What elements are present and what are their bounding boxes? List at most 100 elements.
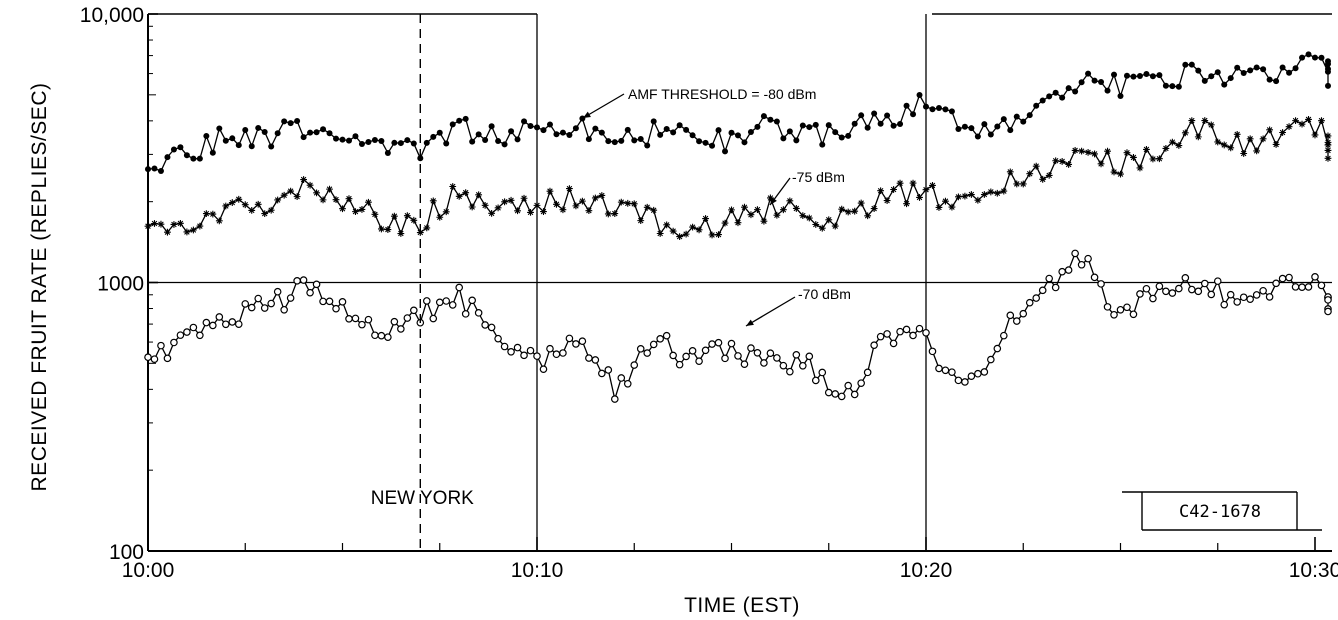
data-point bbox=[280, 305, 288, 314]
data-point bbox=[922, 186, 930, 194]
data-point bbox=[468, 296, 476, 305]
data-point bbox=[1304, 283, 1313, 291]
data-point bbox=[767, 194, 774, 202]
data-point bbox=[929, 106, 936, 113]
data-point bbox=[669, 351, 677, 360]
data-point bbox=[624, 126, 631, 133]
data-point bbox=[177, 219, 184, 227]
data-point bbox=[824, 388, 833, 397]
data-point bbox=[1318, 117, 1325, 125]
data-point bbox=[462, 189, 470, 197]
annotation-arrowhead bbox=[583, 111, 591, 118]
data-point bbox=[170, 221, 178, 228]
data-point bbox=[235, 142, 242, 149]
data-point bbox=[832, 129, 839, 136]
data-point bbox=[1136, 164, 1144, 172]
data-point bbox=[754, 123, 761, 130]
data-point bbox=[1084, 148, 1092, 156]
data-point bbox=[260, 304, 269, 312]
data-point bbox=[818, 368, 827, 377]
data-point bbox=[164, 154, 171, 161]
data-point bbox=[306, 181, 314, 189]
data-point bbox=[857, 379, 865, 387]
data-point bbox=[1077, 260, 1086, 269]
data-point bbox=[300, 134, 307, 141]
data-point bbox=[1111, 71, 1118, 78]
data-point bbox=[1091, 77, 1098, 84]
data-point bbox=[1324, 154, 1332, 162]
data-point bbox=[623, 379, 632, 388]
data-point bbox=[177, 144, 184, 151]
data-point bbox=[896, 327, 904, 336]
data-point bbox=[313, 189, 320, 197]
data-point bbox=[410, 306, 418, 315]
data-point bbox=[876, 332, 885, 341]
data-point bbox=[1182, 61, 1189, 68]
y-tick-label: 1000 bbox=[97, 273, 144, 296]
series-line bbox=[147, 251, 1329, 402]
data-point bbox=[183, 152, 190, 159]
data-point bbox=[935, 204, 943, 211]
data-point bbox=[948, 203, 956, 211]
data-point bbox=[611, 139, 618, 146]
data-point bbox=[591, 356, 600, 364]
data-point bbox=[1253, 147, 1261, 155]
data-point bbox=[222, 202, 230, 210]
data-point bbox=[884, 112, 891, 119]
data-point bbox=[228, 199, 236, 206]
series-annotation: -75 dBm bbox=[792, 169, 845, 185]
data-point bbox=[1188, 117, 1196, 125]
data-point bbox=[247, 303, 256, 312]
annotation-arrowhead bbox=[770, 197, 777, 205]
data-point bbox=[423, 139, 430, 146]
data-point bbox=[708, 340, 716, 348]
data-point bbox=[345, 137, 352, 144]
data-point bbox=[540, 208, 547, 215]
data-point bbox=[163, 354, 172, 363]
data-point bbox=[390, 212, 398, 220]
data-point bbox=[1013, 180, 1021, 188]
data-point bbox=[942, 197, 949, 205]
data-point bbox=[546, 187, 554, 195]
data-point bbox=[1098, 78, 1105, 85]
data-point bbox=[617, 198, 625, 206]
data-point bbox=[488, 123, 495, 130]
data-point bbox=[1033, 102, 1040, 109]
data-point bbox=[669, 227, 677, 235]
vertical-markers: NEW YORK bbox=[371, 14, 474, 551]
data-point bbox=[578, 337, 587, 345]
data-point bbox=[1234, 64, 1241, 71]
data-point bbox=[404, 137, 411, 144]
data-point bbox=[1020, 118, 1027, 125]
data-point bbox=[1175, 284, 1183, 293]
data-point bbox=[267, 206, 275, 214]
data-point bbox=[968, 125, 975, 132]
data-point bbox=[358, 141, 365, 148]
data-point bbox=[1000, 116, 1007, 123]
data-point bbox=[838, 134, 845, 141]
data-point bbox=[520, 194, 528, 202]
data-point bbox=[1220, 141, 1228, 149]
data-point bbox=[792, 351, 801, 359]
data-point bbox=[287, 187, 295, 195]
data-point bbox=[533, 201, 541, 209]
data-point bbox=[228, 318, 237, 326]
data-point bbox=[649, 340, 658, 349]
data-point bbox=[553, 200, 560, 208]
data-point bbox=[864, 212, 872, 220]
data-point bbox=[980, 368, 989, 376]
data-point bbox=[889, 339, 898, 348]
data-point bbox=[300, 176, 307, 183]
data-point bbox=[565, 334, 574, 343]
data-point bbox=[429, 314, 438, 323]
data-point bbox=[189, 226, 197, 234]
data-point bbox=[157, 341, 165, 350]
data-point bbox=[740, 360, 749, 368]
data-point bbox=[643, 203, 651, 211]
data-point bbox=[792, 205, 800, 212]
data-point bbox=[566, 131, 573, 138]
data-point bbox=[871, 110, 878, 117]
data-point bbox=[1259, 286, 1267, 295]
data-point bbox=[1006, 168, 1014, 176]
data-point bbox=[1032, 162, 1040, 170]
